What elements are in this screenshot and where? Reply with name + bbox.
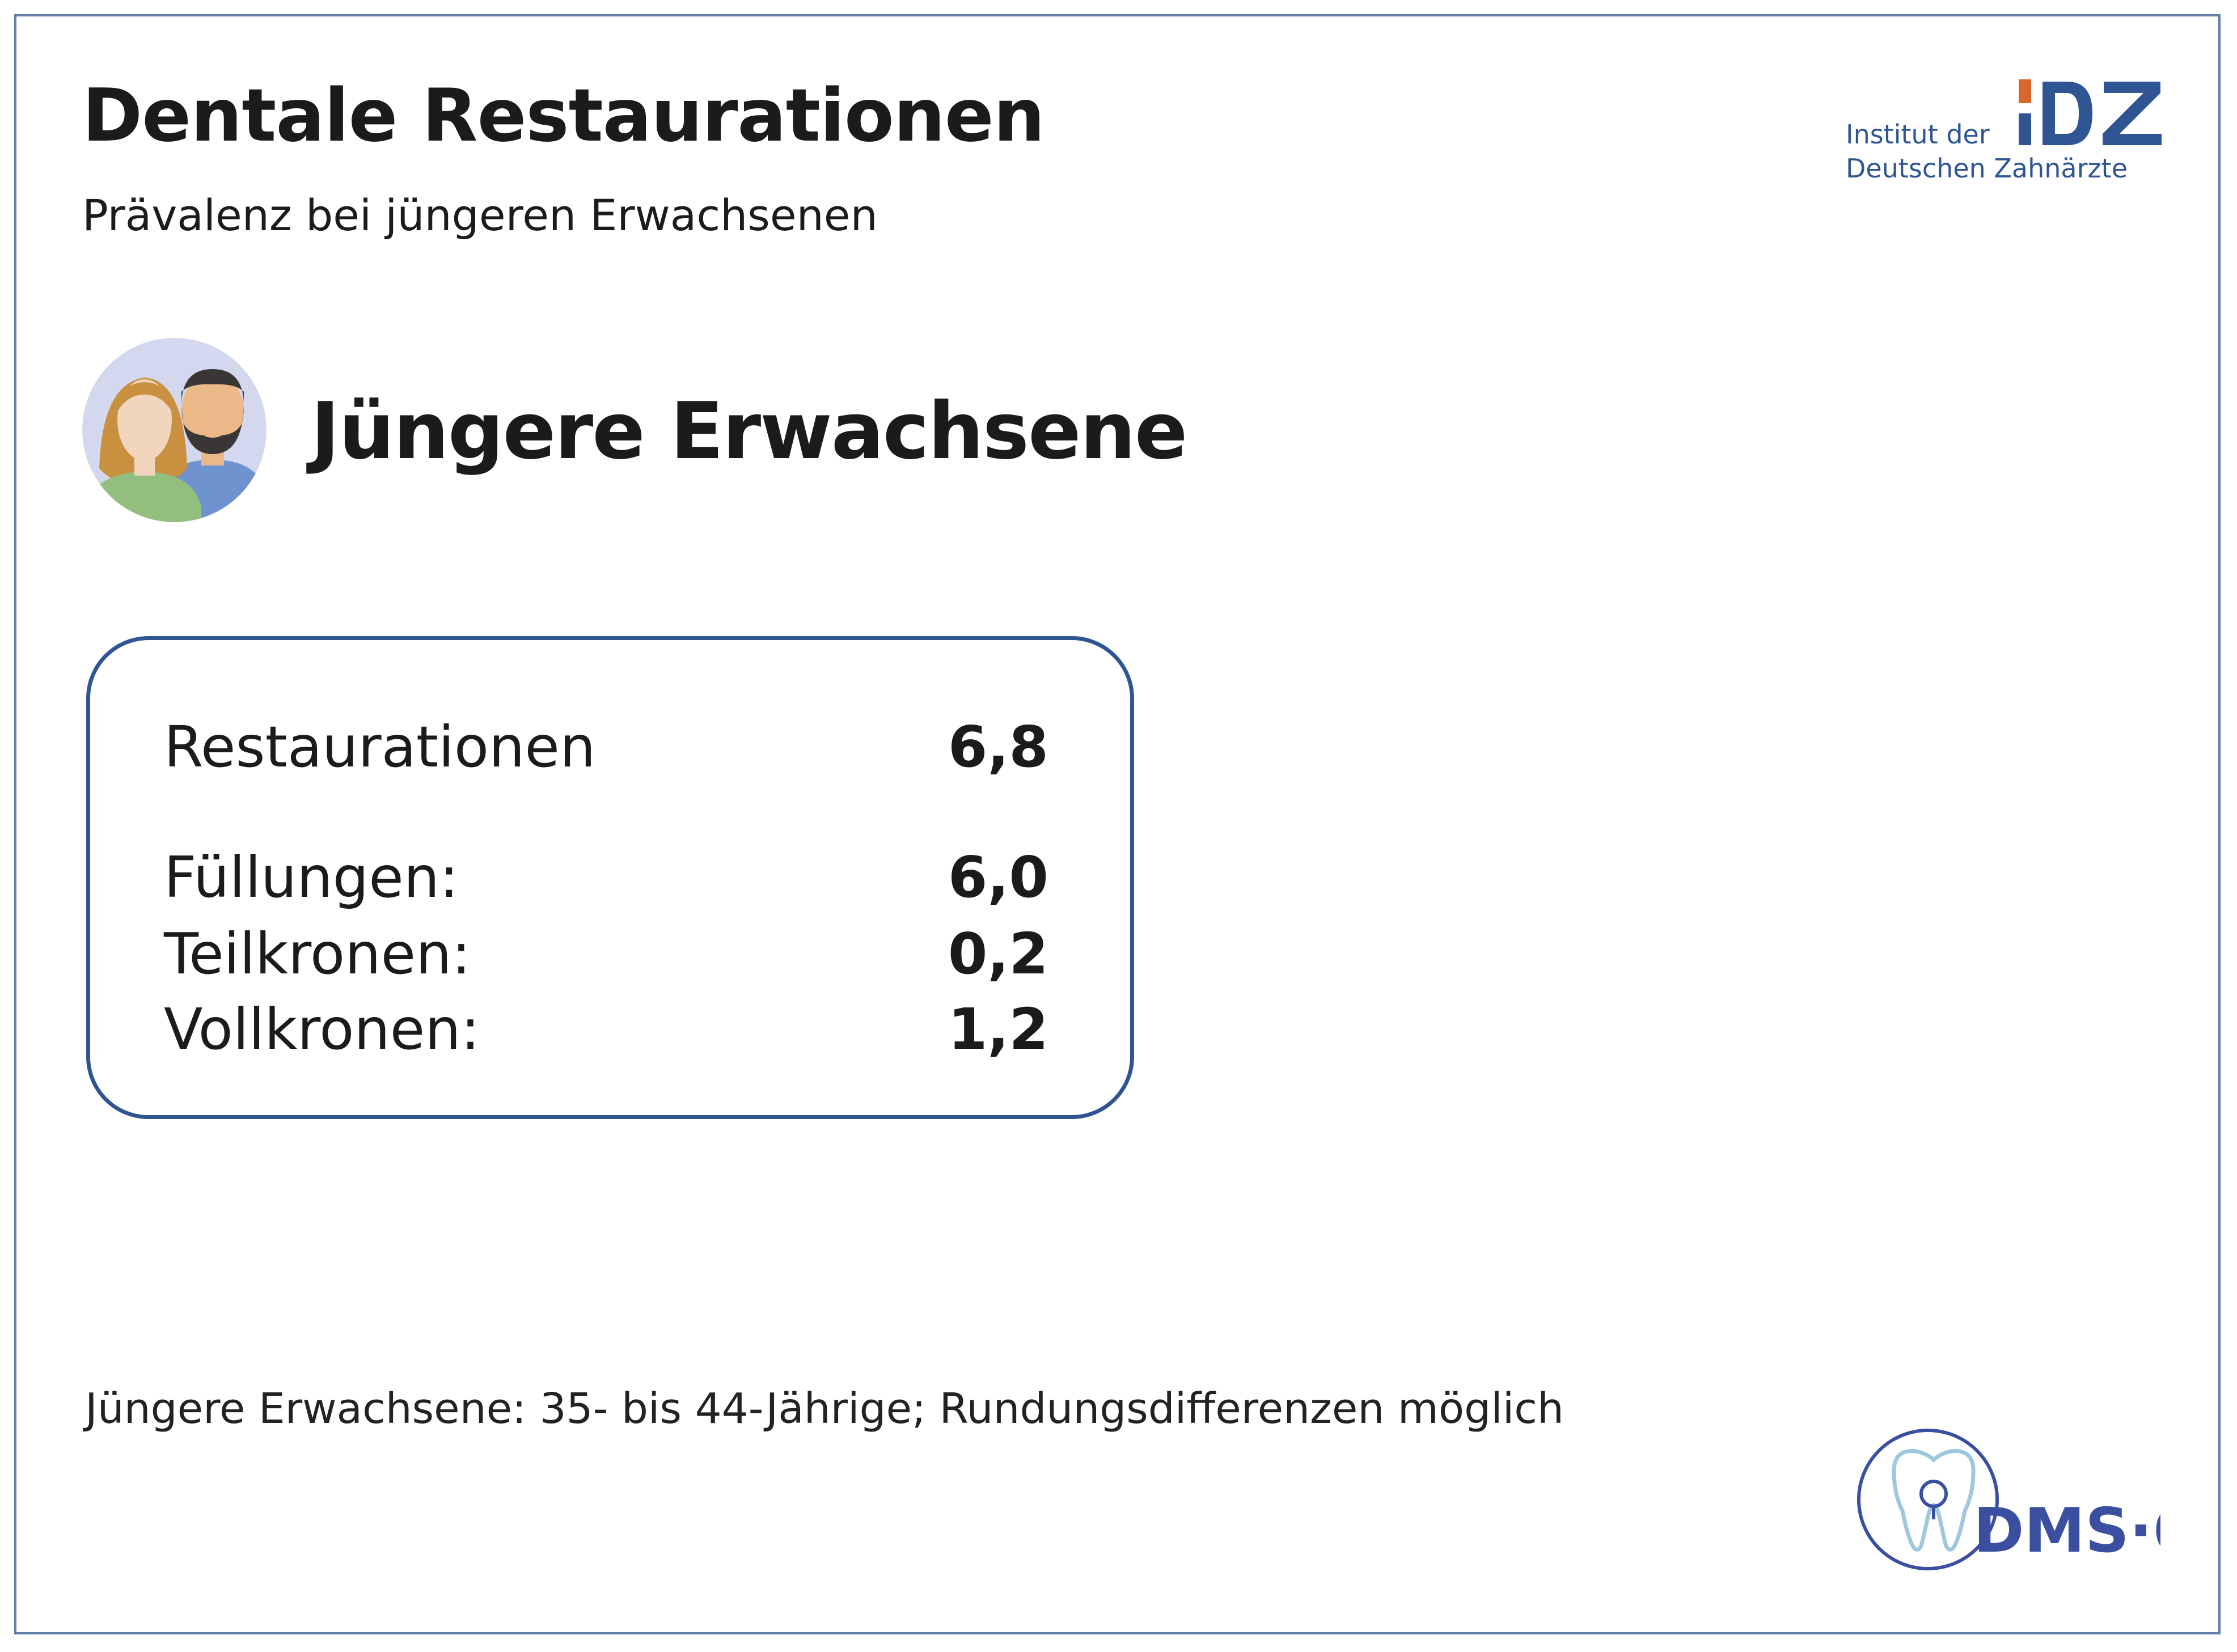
stat-value: 6,8 — [948, 714, 1048, 780]
idz-logo-line2: Deutschen Zahnärzte — [1846, 153, 2128, 184]
group-title: Jüngere Erwachsene — [311, 386, 1187, 477]
people-avatar-icon — [82, 338, 267, 522]
page-title: Dentale Restaurationen — [82, 74, 1045, 158]
stat-value: 1,2 — [948, 996, 1048, 1062]
page-frame — [14, 14, 2221, 1634]
stat-label: Teilkronen: — [164, 921, 471, 987]
stat-row-total: Restaurationen 6,8 — [164, 714, 1048, 782]
dms6-logo-icon: DMS·6 — [1857, 1429, 2160, 1570]
idz-logo-line1: Institut der — [1846, 119, 1990, 150]
stat-label: Restaurationen — [164, 714, 596, 780]
stat-value: 6,0 — [948, 844, 1048, 910]
dms6-wordmark: DMS·6 — [1973, 1496, 2160, 1566]
stat-value: 0,2 — [948, 921, 1048, 987]
stat-label: Füllungen: — [164, 844, 459, 910]
stat-label: Vollkronen: — [164, 996, 480, 1062]
stat-row-teilkronen: Teilkronen: 0,2 — [164, 921, 1048, 989]
footnote: Jüngere Erwachsene: 35- bis 44-Jährige; … — [85, 1384, 1564, 1433]
stats-box: Restaurationen 6,8 Füllungen: 6,0 Teilkr… — [86, 636, 1134, 1119]
page-subtitle: Prävalenz bei jüngeren Erwachsenen — [82, 190, 878, 240]
stat-row-fuellungen: Füllungen: 6,0 — [164, 844, 1048, 912]
idz-wordmark-icon — [2019, 79, 2162, 145]
stat-row-vollkronen: Vollkronen: 1,2 — [164, 996, 1048, 1064]
